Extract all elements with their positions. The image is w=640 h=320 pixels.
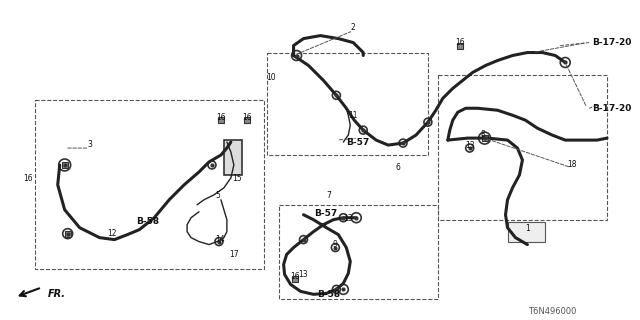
Text: T6N496000: T6N496000 [528, 307, 577, 316]
Text: 12: 12 [107, 229, 116, 238]
Text: B-17-20: B-17-20 [592, 104, 632, 113]
Text: 2: 2 [351, 23, 356, 32]
Text: 16: 16 [23, 174, 33, 183]
Bar [438, 76, 607, 220]
Text: B-58: B-58 [136, 217, 159, 226]
Text: B-17-20: B-17-20 [592, 38, 632, 47]
Text: 8: 8 [480, 130, 485, 139]
Text: B-57: B-57 [347, 138, 370, 147]
Bar [218, 117, 224, 123]
Bar [61, 162, 68, 168]
Bar [292, 276, 298, 282]
Bar [457, 43, 463, 49]
Bar [508, 222, 545, 242]
Text: 7: 7 [326, 191, 331, 200]
Text: 17: 17 [229, 250, 239, 259]
Text: 14: 14 [215, 235, 225, 244]
Text: 13: 13 [344, 214, 353, 223]
Text: 13: 13 [465, 140, 474, 149]
Text: 16: 16 [216, 113, 226, 122]
Bar [65, 231, 70, 236]
Bar [224, 140, 242, 175]
Bar [482, 135, 488, 141]
Bar [278, 205, 438, 299]
Text: B-57: B-57 [314, 209, 337, 218]
Text: 16: 16 [290, 272, 300, 281]
Bar [267, 52, 428, 155]
Text: 9: 9 [333, 240, 338, 249]
Text: 11: 11 [349, 111, 358, 120]
Text: 18: 18 [568, 160, 577, 170]
Text: 6: 6 [396, 164, 401, 172]
Text: B-58: B-58 [317, 290, 340, 299]
Text: 13: 13 [299, 270, 308, 279]
Text: 1: 1 [525, 224, 530, 233]
Text: 15: 15 [232, 174, 242, 183]
Text: FR.: FR. [48, 289, 66, 299]
Text: 3: 3 [87, 140, 92, 148]
Bar [35, 100, 264, 269]
Text: 10: 10 [266, 73, 275, 82]
Bar [244, 117, 250, 123]
Text: 16: 16 [242, 113, 252, 122]
Text: 5: 5 [216, 191, 220, 200]
Text: 16: 16 [455, 38, 465, 47]
